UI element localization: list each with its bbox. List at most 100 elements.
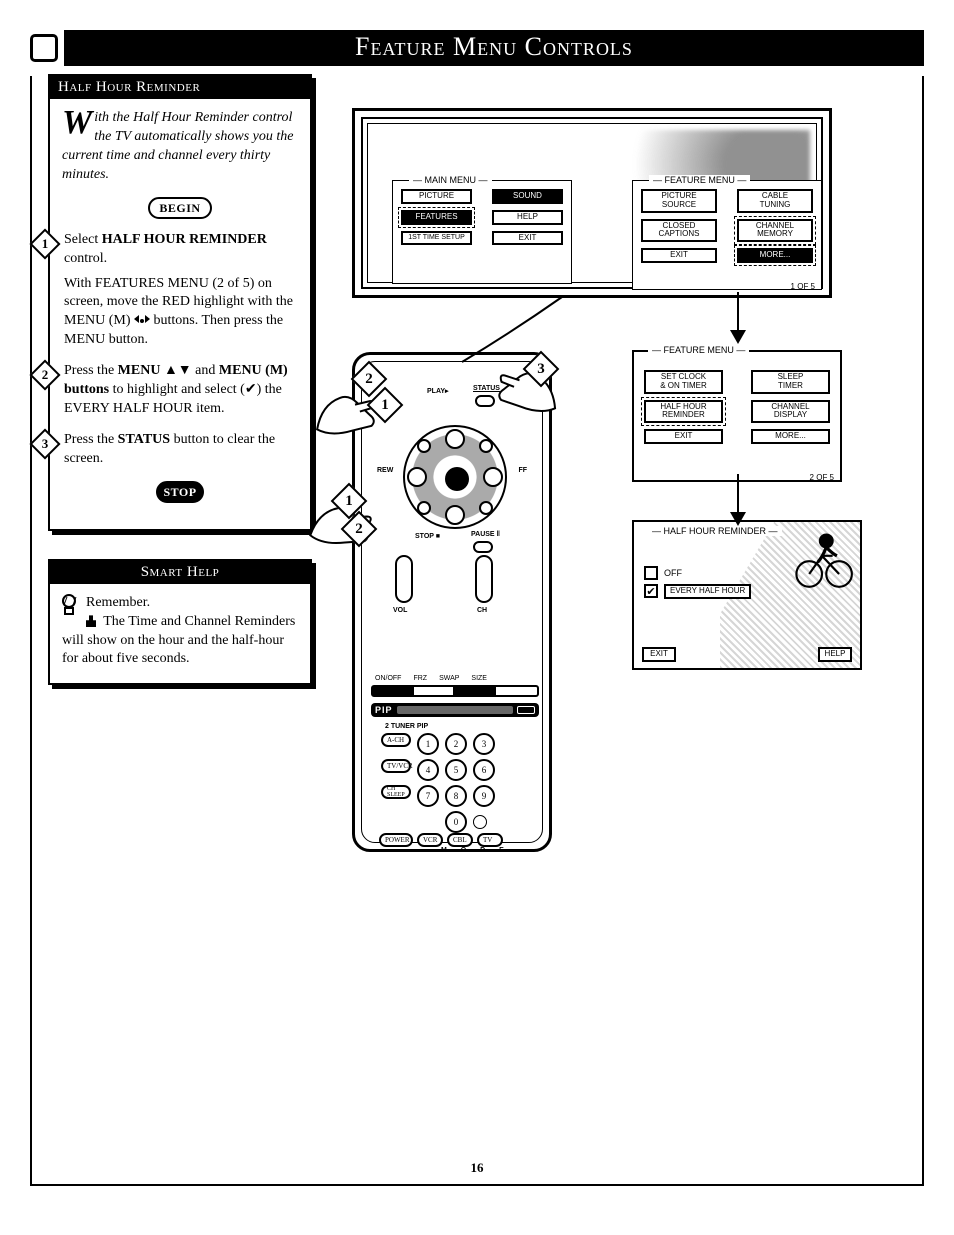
step-text: Select [64, 232, 102, 247]
num-4: 4 [417, 759, 439, 781]
pointing-hand-icon [86, 615, 96, 627]
step-text: control. [64, 251, 107, 266]
page-number: 16 [32, 1160, 922, 1176]
num-1: 1 [417, 733, 439, 755]
menu-m-glyph-icon [134, 315, 150, 327]
num-5: 5 [445, 759, 467, 781]
numpad-row: A-CH 1 2 3 [381, 733, 495, 755]
step-number: 1 [34, 233, 56, 255]
pip-label: PIP [375, 705, 393, 715]
menu-item: SLEEP TIMER [751, 370, 830, 394]
numpad-row: 0 [381, 811, 487, 833]
half-hour-reminder-box: Half Hour Reminder W ith the Half Hour R… [48, 74, 312, 531]
num-8: 8 [445, 785, 467, 807]
num-0: 0 [445, 811, 467, 833]
tv-illustration: — MAIN MENU — PICTURE SOUND FEATURES HEL… [352, 108, 832, 298]
page-indicator: 1 OF 5 [791, 282, 815, 291]
intro-paragraph: W ith the Half Hour Reminder control the… [62, 109, 298, 185]
menu-title-text: FEATURE MENU [665, 175, 735, 185]
menu-item-half-hour: HALF HOUR REMINDER [644, 400, 723, 424]
numpad-row: TV/VCR 4 5 6 [381, 759, 495, 781]
numpad-row: CHSLEEP 7 8 9 [381, 785, 495, 807]
num-7: 7 [417, 785, 439, 807]
menu-item-setup: 1ST TIME SETUP [401, 231, 472, 246]
diagram-area: — MAIN MENU — PICTURE SOUND FEATURES HEL… [342, 92, 902, 692]
strip-label: FRZ [413, 675, 427, 682]
connector-line-icon [452, 292, 572, 372]
num-9: 9 [473, 785, 495, 807]
num-2: 2 [445, 733, 467, 755]
checkbox-empty-icon [644, 566, 658, 580]
intro-text: ith the Half Hour Reminder control the T… [62, 110, 293, 182]
step-text: Press the [64, 432, 118, 447]
num-6: 6 [473, 759, 495, 781]
arrow-down-icon [730, 330, 746, 344]
step-3: 3 Press the STATUS button to clear the s… [62, 431, 298, 469]
step-text: and [192, 363, 219, 378]
ff-label: FF [518, 467, 527, 474]
menu-title: — FEATURE MENU — [649, 175, 750, 185]
step-bold: MENU ▲▼ [118, 363, 192, 378]
option-label: OFF [664, 568, 682, 578]
menu-item-features: FEATURES [401, 210, 472, 225]
mode-vcr: VCR [417, 833, 443, 847]
panel-title-text: HALF HOUR REMINDER [664, 526, 767, 536]
menu-item-exit: EXIT [641, 248, 717, 263]
help-button: HELP [818, 647, 852, 662]
title-square-icon [30, 34, 58, 62]
checkbox-checked-icon: ✔ [644, 584, 658, 598]
pip-bar: PIP [371, 703, 539, 717]
menu-item: CABLE TUNING [737, 189, 813, 213]
menu-title-text: FEATURE MENU [664, 345, 734, 355]
smart-help-header: Smart Help [50, 561, 310, 584]
mode-row: POWER VCR CBL TV [379, 833, 503, 847]
sidebar-header: Half Hour Reminder [50, 76, 310, 99]
callout-number: 2 [356, 366, 382, 392]
strip-label: ON/OFF [375, 675, 401, 682]
step-number: 2 [34, 364, 56, 386]
pause-label: PAUSE ‖ [471, 531, 500, 538]
left-column: Half Hour Reminder W ith the Half Hour R… [48, 92, 312, 713]
tvvcr-button: TV/VCR [381, 759, 411, 773]
menu-item: PICTURE SOURCE [641, 189, 717, 213]
num-3: 3 [473, 733, 495, 755]
step-text: Press the [64, 363, 118, 378]
lightbulb-icon [62, 594, 80, 620]
smart-help-box: Smart Help Remember. The Time and Channe… [48, 559, 312, 686]
chsleep-button: CHSLEEP [381, 785, 411, 799]
menu-title: — MAIN MENU — [409, 175, 492, 185]
cyclist-icon [790, 526, 854, 590]
strip-buttons [371, 685, 539, 697]
page-indicator: 2 OF 5 [810, 473, 834, 482]
strip-label: SWAP [439, 675, 459, 682]
smart-help-body: The Time and Channel Reminders will show… [62, 614, 295, 667]
menu-item-exit: EXIT [492, 231, 563, 246]
page-title-bar: Feature Menu Controls [30, 30, 924, 66]
mode-label: M O D E [441, 847, 510, 854]
stop-label: STOP ■ [415, 533, 440, 540]
menu-item: CHANNEL MEMORY [737, 219, 813, 243]
menu-title: — FEATURE MENU — [648, 345, 749, 355]
exit-button: EXIT [642, 647, 676, 662]
option-label: EVERY HALF HOUR [664, 584, 751, 599]
menu-item: SET CLOCK & ON TIMER [644, 370, 723, 394]
panel-title: — HALF HOUR REMINDER — [648, 526, 782, 536]
step-2: 2 Press the MENU ▲▼ and MENU (M) buttons… [62, 362, 298, 419]
option-every-half-hour: ✔ EVERY HALF HOUR [644, 584, 751, 599]
feature-menu-1-panel: — FEATURE MENU — PICTURE SOURCE CABLE TU… [632, 180, 822, 290]
stop-badge: STOP [156, 481, 204, 503]
power-button: POWER [379, 833, 413, 847]
menu-item-more: MORE... [751, 429, 830, 444]
menu-item-help: HELP [492, 210, 563, 225]
callout-number: 2 [346, 516, 372, 542]
vol-rocker-icon [395, 555, 413, 603]
option-off: OFF [644, 566, 751, 580]
step-bold: HALF HOUR REMINDER [102, 232, 267, 247]
feature-menu-2-panel: — FEATURE MENU — SET CLOCK & ON TIMER SL… [632, 350, 842, 482]
small-button-icon [473, 815, 487, 829]
half-hour-reminder-screen: — HALF HOUR REMINDER — OFF ✔ EVERY HALF … [632, 520, 862, 670]
dpad-icon [403, 425, 507, 529]
rew-label: REW [377, 467, 393, 474]
mode-cbl: CBL [447, 833, 473, 847]
play-label: PLAY▸ [427, 387, 449, 395]
